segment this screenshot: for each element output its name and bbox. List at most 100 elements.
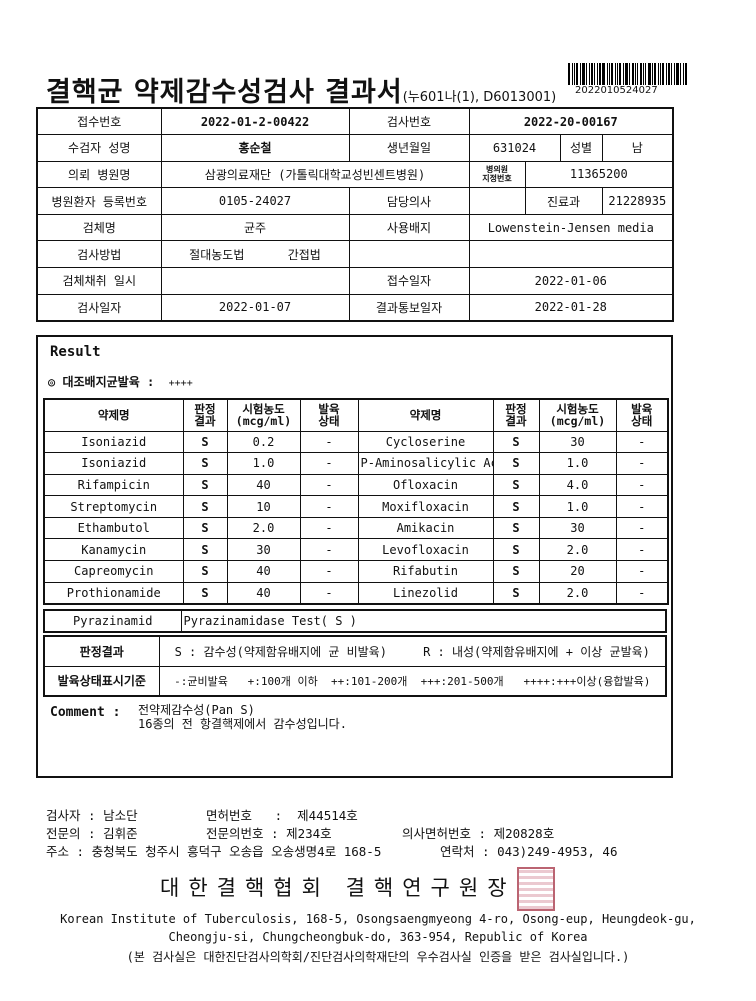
label: 검사번호 [348,107,470,136]
barcode-bar [568,63,570,85]
patient-reg: 0105-24027 [160,187,350,215]
birth: 631024 [468,134,561,162]
concentration: 2.0 [226,516,301,540]
barcode-bar [602,63,605,85]
concentration: 40 [226,581,301,605]
receipt-no: 2022-01-2-00422 [160,107,350,136]
barcode-bar [640,63,642,85]
barcode-bar [645,63,646,85]
barcode-bar [617,63,618,85]
label: 검사일자 [36,293,162,322]
barcode-bar [582,63,585,85]
growth: - [615,516,669,540]
judgment: S [182,430,228,454]
comment-line: 16종의 전 항결핵제에서 감수성입니다. [138,717,347,731]
barcode-bar [668,63,670,85]
concentration: 30 [538,516,617,540]
concentration: 30 [226,538,301,562]
english-address: Korean Institute of Tuberculosis, 168-5,… [60,912,696,926]
doctor-license: 의사면허번호 : 제20828호 [402,826,555,841]
info-row: 수검자 성명 홍순철 생년월일 631024 성별 남 [36,134,674,162]
drug-name: Capreomycin [43,560,184,583]
barcode-bar [671,63,672,85]
judgment: S [492,560,540,583]
form-code: (누601나(1), D6013001) [402,90,557,105]
method-1: 절대농도법 [189,247,245,262]
organization-name: 대한결핵협회 결핵연구원장 [160,876,516,900]
barcode-bar [619,63,621,85]
label: 검사방법 [36,240,162,269]
barcode-number: 2022010524027 [575,85,658,96]
label: 접수일자 [348,267,470,295]
comment-label: Comment : [50,705,121,720]
label: 병원환자 등록번호 [36,187,162,215]
pza-row: Pyrazinamid Pyrazinamidase Test( S ) [43,609,667,633]
judgment: S [492,473,540,497]
label: 판정결과 [43,635,160,667]
drug-name: Ofloxacin [357,473,494,497]
sex: 남 [601,134,674,162]
growth-criteria: -:균비발육 +:100개 이하 ++:101-200개 +++:201-500… [158,665,667,697]
barcode-bar [629,63,630,85]
drug-name: Rifampicin [43,473,184,497]
info-row: 검체채취 일시 접수일자 2022-01-06 [36,267,674,295]
column-header: 발육 상태 [299,398,359,432]
label: 의뢰 병원명 [36,160,162,189]
barcode-bar [680,63,681,85]
barcode-bar [683,63,684,85]
contact: 연락처 : 043)249-4953, 46 [440,844,618,859]
barcode-bar [623,63,624,85]
concentration: 4.0 [538,473,617,497]
method: 절대농도법 간접법 [160,240,350,269]
label: 생년월일 [348,134,470,162]
control-value: ++++ [168,378,193,389]
barcode-bar [615,63,616,85]
label: 검체명 [36,213,162,242]
judgment: S [492,538,540,562]
judgment: S [182,473,228,497]
comment-line: 전약제감수성(Pan S) [138,703,255,717]
criteria-row: 판정결과 S : 감수성(약제함유배지에 균 비발육) R : 내성(약제함유배지… [43,635,667,667]
seal-stamp-icon [517,867,555,911]
column-header: 시험농도 (mcg/ml) [226,398,301,432]
barcode-bar [609,63,610,85]
concentration: 10 [226,495,301,518]
drug-name: Isoniazid [43,452,184,475]
drug-name: Kanamycin [43,538,184,562]
growth: - [615,581,669,605]
growth: - [299,516,359,540]
empty [468,240,674,269]
barcode-bar [660,63,661,85]
drug-row: Kanamycin S 30- Levofloxacin S 2.0- [43,538,669,562]
concentration: 20 [538,560,617,583]
growth: - [299,473,359,497]
barcode-bar [637,63,638,85]
label: 접수번호 [36,107,162,136]
specialist-no: 전문의번호 : 제234호 [206,826,332,841]
pza-label: Pyrazinamid [43,609,182,633]
label: 병의원 [485,165,509,175]
concentration: 2.0 [538,538,617,562]
barcode-bar [586,63,587,85]
growth: - [615,430,669,454]
test-date: 2022-01-07 [160,293,350,322]
barcode-bar [607,63,608,85]
barcode-bar [591,63,593,85]
drug-name: Linezolid [357,581,494,605]
barcode-bar [574,63,575,85]
hospital: 삼광의료재단 (가톨릭대학교성빈센트병원) [160,160,470,189]
growth: - [615,452,669,475]
label: 결과통보일자 [348,293,470,322]
barcode-bar [685,63,687,85]
drug-row: Capreomycin S 40- Rifabutin S 20- [43,560,669,583]
growth: - [615,538,669,562]
drug-name: Rifabutin [357,560,494,583]
drug-row: Prothionamide S 40- Linezolid S 2.0- [43,581,669,605]
criteria-row: 발육상태표시기준 -:균비발육 +:100개 이하 ++:101-200개 +++… [43,665,667,697]
drug-header-row: 약제명 판정 결과 시험농도 (mcg/ml) 발육 상태 약제명 판정 결과 시험농도 (… [43,398,669,432]
barcode-bar [662,63,664,85]
criteria-r: R : 내성(약제함유배지에 + 이상 균발육) [423,644,650,659]
concentration: 2.0 [538,581,617,605]
drug-row: Ethambutol S 2.0- Amikacin S 30- [43,516,669,540]
